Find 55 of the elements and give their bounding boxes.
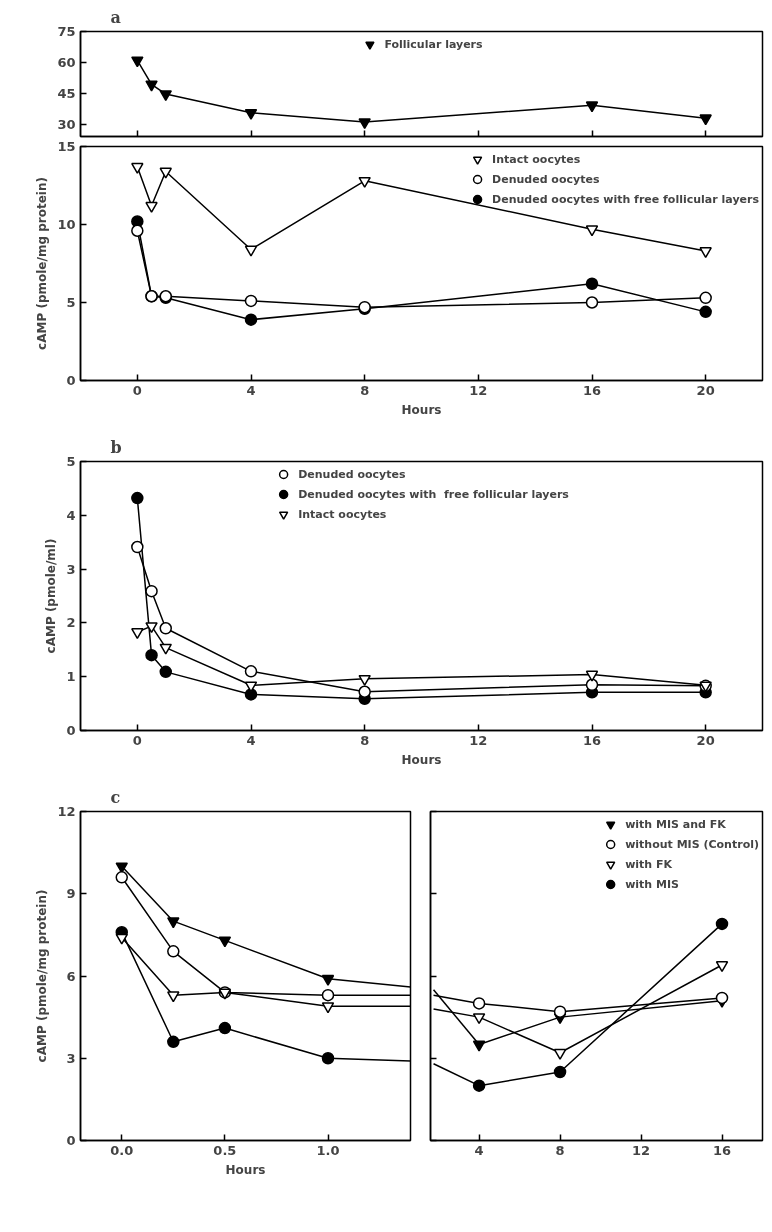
legend-label: Intact oocytes [492, 151, 581, 168]
legend-label: with FK [625, 856, 673, 873]
y-tick-label: 2 [66, 615, 76, 631]
y-tick-label: 3 [66, 561, 76, 577]
legend-label: Denuded oocytes [492, 171, 600, 188]
y-tick-label: 12 [57, 804, 76, 819]
x-tick-label: 4 [246, 382, 256, 398]
y-tick-label: 9 [66, 886, 76, 902]
y-tick-label: 15 [57, 139, 76, 154]
x-tick-label: 4 [474, 1142, 484, 1158]
x-tick-label: 20 [696, 732, 715, 748]
y-tick-label: 5 [66, 295, 76, 310]
x-tick-label: 16 [582, 732, 602, 748]
legend-label: with MIS [625, 876, 679, 893]
y-tick-label: 5 [66, 454, 76, 469]
x-tick-label: 0.0 [110, 1142, 134, 1158]
y-tick-label: 3 [66, 1050, 76, 1066]
x-tick-label: 12 [469, 382, 488, 398]
x-tick-label: 12 [631, 1142, 651, 1158]
legend-label: Denuded oocytes with free follicular layers [298, 486, 569, 503]
x-axis-title: Hours [401, 752, 442, 767]
x-tick-label: 4 [246, 732, 256, 748]
legend-label: Denuded oocytes [298, 466, 406, 483]
y-axis-title: cAMP (pmole/mg protein) [35, 177, 50, 350]
y-tick-label: 75 [57, 24, 76, 39]
legend-label: Follicular layers [384, 36, 483, 53]
y-axis-title: cAMP (pmole/mg protein) [35, 889, 50, 1063]
legend-label: Denuded oocytes with free follicular layers [492, 191, 759, 208]
x-tick-label: 8 [555, 1142, 565, 1158]
legend-label: without MIS (Control) [625, 836, 759, 853]
x-tick-label: 0.5 [213, 1142, 237, 1158]
x-tick-label: 12 [469, 732, 488, 748]
chart-title: a [110, 7, 121, 27]
legend-label: Intact oocytes [298, 506, 387, 523]
y-tick-label: 10 [57, 217, 76, 232]
chart-title: c [110, 787, 121, 807]
x-tick-label: 1.0 [316, 1142, 340, 1158]
y-tick-label: 60 [57, 54, 76, 70]
y-tick-label: 6 [66, 968, 76, 984]
legend-label: with MIS and FK [625, 816, 726, 833]
y-tick-label: 4 [66, 507, 76, 523]
x-tick-label: 16 [712, 1142, 732, 1158]
x-axis-title: Hours [225, 1162, 266, 1177]
x-tick-label: 20 [696, 382, 715, 398]
x-tick-label: 0 [132, 732, 142, 748]
x-axis-title: Hours [401, 402, 442, 417]
x-tick-label: 8 [360, 732, 370, 748]
y-axis-title: cAMP (pmole/ml) [44, 538, 59, 654]
x-tick-label: 0 [132, 382, 142, 398]
y-tick-label: 30 [57, 116, 76, 132]
chart-title: b [110, 437, 122, 457]
y-tick-label: 45 [57, 85, 76, 101]
x-tick-label: 8 [360, 382, 370, 398]
x-tick-label: 16 [582, 382, 602, 398]
y-tick-label: 1 [66, 669, 76, 685]
